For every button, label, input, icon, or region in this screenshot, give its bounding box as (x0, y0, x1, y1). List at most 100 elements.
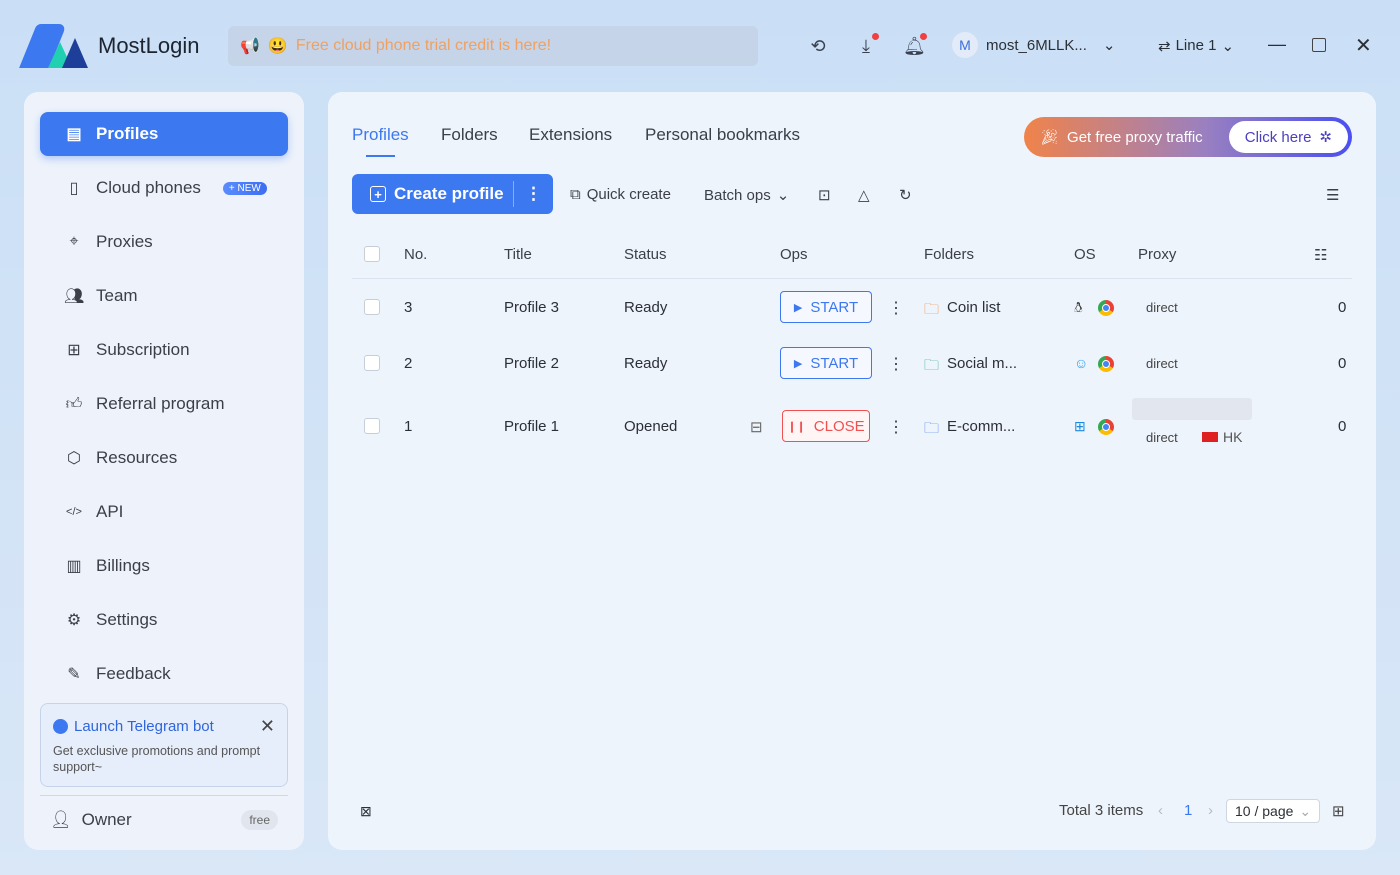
proxy-region: HK (1202, 429, 1242, 445)
switch-icon: ⇄ (1158, 38, 1171, 55)
nav-label: Cloud phones (96, 178, 201, 197)
row-folder[interactable]: 🗀︎ Social m... (924, 355, 1017, 380)
more-options-icon[interactable]: ⋮ (525, 184, 542, 203)
sidebar-item-resources[interactable]: ⬡ Resources (40, 436, 288, 480)
bell-icon[interactable]: 🔔︎ (903, 33, 927, 58)
telegram-banner[interactable]: Launch Telegram bot ✕ Get exclusive promo… (40, 703, 288, 787)
quick-create-button[interactable]: ⧉ Quick create (570, 186, 671, 203)
column-settings-icon[interactable]: ☷ (1314, 247, 1328, 264)
row-folder[interactable]: 🗀︎ Coin list (924, 299, 1000, 324)
minimize-button[interactable]: — (1268, 34, 1286, 54)
column-status[interactable]: Status (624, 246, 667, 263)
create-profile-button[interactable]: + Create profile ⋮ (352, 174, 553, 214)
folder-name: E-comm... (947, 418, 1016, 435)
column-folders[interactable]: Folders (924, 246, 975, 263)
close-window-button[interactable]: ✕ (1355, 35, 1372, 57)
sidebar-item-billings[interactable]: ▥ Billings (40, 544, 288, 588)
tab-folders[interactable]: Folders (441, 125, 498, 144)
row-title[interactable]: Profile 1 (504, 418, 560, 435)
sidebar-item-api[interactable]: </> API (40, 490, 288, 534)
proxy-type: direct (1146, 430, 1178, 445)
nav-label: Resources (96, 448, 178, 467)
window-icon[interactable]: ⊟ (750, 419, 763, 436)
column-title[interactable]: Title (504, 246, 532, 263)
row-checkbox[interactable] (364, 299, 380, 315)
start-button[interactable]: ▶ START (780, 347, 872, 379)
close-button[interactable]: ❙❙ CLOSE (782, 410, 870, 442)
row-count: 0 (1338, 355, 1347, 372)
logo-icon (19, 24, 88, 68)
recycle-icon[interactable]: △ (858, 187, 870, 204)
folder-name: Social m... (947, 355, 1018, 372)
sidebar-item-feedback[interactable]: ✎ Feedback (40, 652, 288, 696)
page-number[interactable]: 1 (1184, 802, 1193, 819)
row-no: 2 (404, 355, 413, 372)
page-size-value: 10 / page (1235, 803, 1294, 819)
team-icon: 👥︎ (64, 288, 85, 305)
sidebar-item-cloud-phones[interactable]: ▯ Cloud phones + NEW (40, 166, 288, 210)
row-more-icon[interactable]: ⋮ (888, 356, 904, 373)
announcement-text[interactable]: Free cloud phone trial credit is here! (295, 37, 552, 54)
nav-label: Proxies (96, 232, 153, 251)
column-proxy[interactable]: Proxy (1138, 246, 1177, 263)
search-filter-icon[interactable]: ☰ (1326, 187, 1340, 204)
party-popper-icon: 🎉︎ (1040, 129, 1060, 146)
sidebar-item-settings[interactable]: ⚙ Settings (40, 598, 288, 642)
download-icon[interactable]: ⤓ (855, 33, 879, 58)
row-title[interactable]: Profile 3 (504, 299, 560, 316)
telegram-title[interactable]: Launch Telegram bot (74, 718, 214, 735)
owner-label: Owner (81, 810, 132, 829)
emoji-icon: 😃 (267, 38, 288, 55)
button-label: START (810, 298, 859, 316)
click-icon: ✲ (1319, 129, 1332, 146)
nav-label: Billings (96, 556, 150, 575)
export-icon[interactable]: ⊠ (360, 803, 372, 819)
tab-profiles[interactable]: Profiles (352, 125, 409, 157)
owner-section[interactable]: 👤︎ Owner free (40, 795, 288, 830)
sidebar-item-team[interactable]: 👥︎ Team (40, 274, 288, 318)
plan-badge: free (241, 810, 278, 830)
select-all-checkbox[interactable] (364, 246, 380, 262)
column-no[interactable]: No. (404, 246, 428, 263)
sidebar-item-subscription[interactable]: ⊞ Subscription (40, 328, 288, 372)
new-badge: + NEW (222, 181, 267, 195)
proxy-ip-blurred (1132, 398, 1252, 420)
folder-icon: 🗀︎ (924, 301, 940, 318)
avatar: M (952, 32, 978, 58)
row-title[interactable]: Profile 2 (504, 355, 560, 372)
column-os[interactable]: OS (1074, 246, 1096, 263)
grid-view-icon[interactable]: ⊞ (1332, 803, 1345, 820)
tab-extensions[interactable]: Extensions (529, 125, 613, 144)
tab-personal-bookmarks[interactable]: Personal bookmarks (645, 125, 800, 144)
page-size-select[interactable]: 10 / page ⌄ (1226, 799, 1320, 823)
row-more-icon[interactable]: ⋮ (888, 419, 904, 436)
support-icon[interactable]: ⟲ (810, 36, 826, 56)
click-here-button[interactable]: Click here ✲ (1228, 121, 1348, 153)
start-button[interactable]: ▶ START (780, 291, 872, 323)
column-ops[interactable]: Ops (780, 246, 808, 263)
megaphone-icon: 📢 (240, 38, 260, 55)
row-folder[interactable]: 🗀︎ E-comm... (924, 418, 1015, 443)
proxy-promo-banner[interactable]: 🎉︎ Get free proxy traffic Click here ✲ (1024, 117, 1352, 157)
prev-page-button[interactable]: ‹ (1158, 802, 1163, 819)
play-icon: ▶ (793, 301, 803, 314)
close-icon[interactable]: ✕ (259, 716, 275, 736)
row-checkbox[interactable] (364, 418, 380, 434)
maximize-button[interactable] (1312, 38, 1326, 52)
next-page-button[interactable]: › (1208, 802, 1213, 819)
gear-icon: ⚙ (66, 612, 82, 629)
sidebar-item-referral[interactable]: 👍︎ Referral program (40, 382, 288, 426)
line-selector[interactable]: ⇄ Line 1 ⌄ (1158, 37, 1234, 55)
row-more-icon[interactable]: ⋮ (888, 300, 904, 317)
batch-ops-dropdown[interactable]: Batch ops ⌄ (704, 186, 789, 205)
user-menu[interactable]: M most_6MLLK... ⌄ (952, 32, 1115, 58)
button-label: Batch ops (704, 186, 771, 204)
sidebar-item-profiles[interactable]: ▤ Profiles (40, 112, 288, 156)
location-pin-icon: ⌖ (69, 233, 79, 250)
profile-card-icon: ▤ (66, 126, 82, 143)
folder-move-icon[interactable]: ⊡ (818, 187, 831, 204)
row-checkbox[interactable] (364, 355, 380, 371)
sidebar-item-proxies[interactable]: ⌖ Proxies (40, 220, 288, 264)
announcement-bar[interactable]: 📢 😃 Free cloud phone trial credit is her… (228, 26, 758, 66)
refresh-icon[interactable]: ↻ (899, 187, 912, 204)
